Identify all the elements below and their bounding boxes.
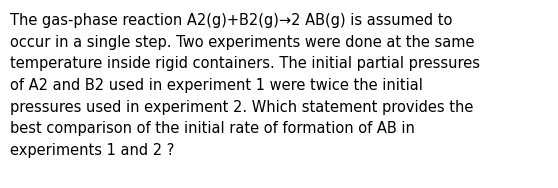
Text: The gas-phase reaction A2(g)+B2(g)→2 AB(g) is assumed to
occur in a single step.: The gas-phase reaction A2(g)+B2(g)→2 AB(…	[10, 13, 480, 158]
